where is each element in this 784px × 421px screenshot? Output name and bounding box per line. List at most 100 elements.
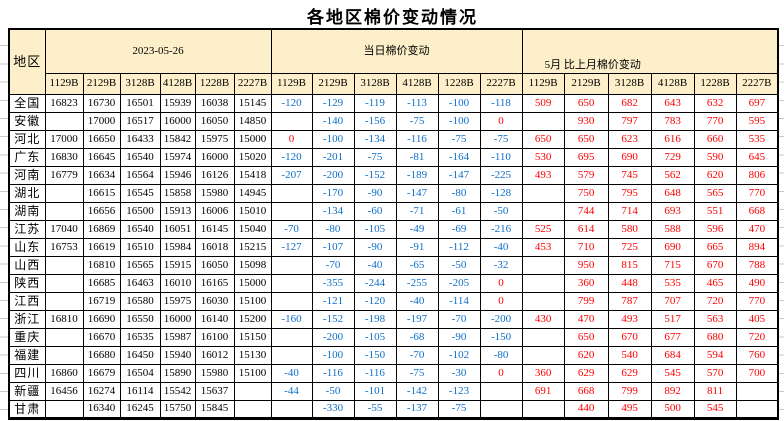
monthly-change-cell: 595 bbox=[735, 111, 779, 131]
daily-change-cell: -44 bbox=[270, 381, 313, 401]
daily-change-cell: -102 bbox=[437, 345, 481, 365]
daily-change-cell: -100 bbox=[311, 345, 355, 365]
group-header-date: 2023-05-26 bbox=[44, 28, 272, 74]
price-cell: 14850 bbox=[233, 111, 272, 131]
daily-change-cell: -90 bbox=[353, 237, 397, 257]
monthly-change-cell: 770 bbox=[735, 291, 779, 311]
monthly-change-cell: 690 bbox=[650, 237, 695, 257]
price-cell: 15845 bbox=[194, 399, 235, 419]
price-cell: 16690 bbox=[82, 309, 121, 329]
price-cell: 16619 bbox=[82, 237, 121, 257]
price-cell: 16463 bbox=[119, 273, 161, 293]
price-cell: 16030 bbox=[194, 291, 235, 311]
grade-column-header: 1228B bbox=[437, 72, 481, 95]
monthly-change-cell: 588 bbox=[650, 219, 695, 239]
monthly-change-cell: 744 bbox=[563, 201, 609, 221]
table-row: 江西 16719 16580 15975 16030 15100 -121 -120 -40 -1… bbox=[8, 291, 779, 311]
daily-change-cell: -70 bbox=[270, 219, 313, 239]
daily-change-cell: -116 bbox=[395, 129, 439, 149]
price-cell: 16650 bbox=[82, 129, 121, 149]
daily-change-cell: -129 bbox=[311, 93, 355, 113]
price-cell: 16830 bbox=[44, 147, 84, 167]
price-cell: 16823 bbox=[44, 93, 84, 113]
price-cell: 15100 bbox=[233, 363, 272, 383]
region-cell: 浙江 bbox=[8, 309, 46, 329]
price-cell: 15913 bbox=[159, 201, 196, 221]
monthly-change-cell: 797 bbox=[607, 111, 652, 131]
monthly-change-cell: 787 bbox=[607, 291, 652, 311]
price-cell: 15418 bbox=[233, 165, 272, 185]
grade-column-header: 2227B bbox=[479, 72, 523, 95]
monthly-change-cell: 565 bbox=[693, 183, 737, 203]
monthly-change-cell: 490 bbox=[735, 273, 779, 293]
daily-change-cell: -81 bbox=[395, 147, 439, 167]
price-cell: 16504 bbox=[119, 363, 161, 383]
daily-change-cell: -119 bbox=[353, 93, 397, 113]
monthly-change-cell: 720 bbox=[735, 327, 779, 347]
monthly-change-cell: 517 bbox=[650, 309, 695, 329]
grade-column-header: 2227B bbox=[735, 72, 779, 95]
daily-change-cell bbox=[479, 399, 523, 419]
price-cell: 16753 bbox=[44, 237, 84, 257]
monthly-change-cell: 650 bbox=[563, 327, 609, 347]
daily-change-cell: -152 bbox=[311, 309, 355, 329]
price-cell: 16050 bbox=[194, 255, 235, 275]
monthly-change-cell bbox=[521, 399, 565, 419]
price-cell: 16656 bbox=[82, 201, 121, 221]
price-cell: 16680 bbox=[82, 345, 121, 365]
daily-change-cell: -75 bbox=[395, 111, 439, 131]
price-cell: 16730 bbox=[82, 93, 121, 113]
daily-change-cell: -114 bbox=[437, 291, 481, 311]
price-cell: 16869 bbox=[82, 219, 121, 239]
daily-change-cell: -112 bbox=[437, 237, 481, 257]
region-cell: 山东 bbox=[8, 237, 46, 257]
price-cell: 16810 bbox=[44, 309, 84, 329]
grade-column-header: 2227B bbox=[233, 72, 272, 95]
monthly-change-cell: 799 bbox=[607, 381, 652, 401]
price-cell: 16050 bbox=[194, 111, 235, 131]
monthly-change-cell: 570 bbox=[693, 363, 737, 383]
daily-change-cell: -75 bbox=[395, 363, 439, 383]
daily-change-cell: -244 bbox=[353, 273, 397, 293]
monthly-change-cell: 693 bbox=[650, 201, 695, 221]
monthly-change-cell: 750 bbox=[563, 183, 609, 203]
daily-change-cell: -69 bbox=[437, 219, 481, 239]
monthly-change-cell: 892 bbox=[650, 381, 695, 401]
daily-change-cell: -116 bbox=[311, 363, 355, 383]
monthly-change-cell: 430 bbox=[521, 309, 565, 329]
daily-change-cell bbox=[270, 327, 313, 347]
monthly-change-cell: 725 bbox=[607, 237, 652, 257]
price-cell: 16018 bbox=[194, 237, 235, 257]
price-cell: 17000 bbox=[44, 129, 84, 149]
price-cell: 16114 bbox=[119, 381, 161, 401]
daily-change-cell bbox=[270, 345, 313, 365]
daily-change-cell: -128 bbox=[479, 183, 523, 203]
monthly-change-cell: 465 bbox=[693, 273, 737, 293]
monthly-change-cell bbox=[735, 399, 779, 419]
table-row: 安徽 17000 16517 16000 16050 14850 -140 -156 -75 -1… bbox=[8, 111, 779, 131]
price-cell: 15975 bbox=[159, 291, 196, 311]
price-cell: 16540 bbox=[119, 147, 161, 167]
region-cell: 重庆 bbox=[8, 327, 46, 347]
price-cell bbox=[233, 381, 272, 401]
monthly-change-cell: 495 bbox=[607, 399, 652, 419]
monthly-change-cell: 684 bbox=[650, 345, 695, 365]
daily-change-cell: -134 bbox=[311, 201, 355, 221]
price-cell: 16719 bbox=[82, 291, 121, 311]
grade-column-header: 2129B bbox=[563, 72, 609, 95]
price-cell bbox=[233, 399, 272, 419]
price-cell: 16010 bbox=[159, 273, 196, 293]
monthly-change-cell bbox=[521, 183, 565, 203]
daily-change-cell: -150 bbox=[353, 345, 397, 365]
monthly-change-cell: 795 bbox=[607, 183, 652, 203]
price-cell: 16545 bbox=[119, 183, 161, 203]
worksheet-gridlines-right bbox=[777, 28, 784, 421]
daily-change-cell: -40 bbox=[270, 363, 313, 383]
monthly-change-cell: 930 bbox=[563, 111, 609, 131]
price-cell: 15637 bbox=[194, 381, 235, 401]
grade-column-header: 1129B bbox=[44, 72, 84, 95]
monthly-change-cell: 540 bbox=[607, 345, 652, 365]
price-cell: 16645 bbox=[82, 147, 121, 167]
monthly-change-cell: 811 bbox=[693, 381, 737, 401]
monthly-change-cell: 500 bbox=[650, 399, 695, 419]
